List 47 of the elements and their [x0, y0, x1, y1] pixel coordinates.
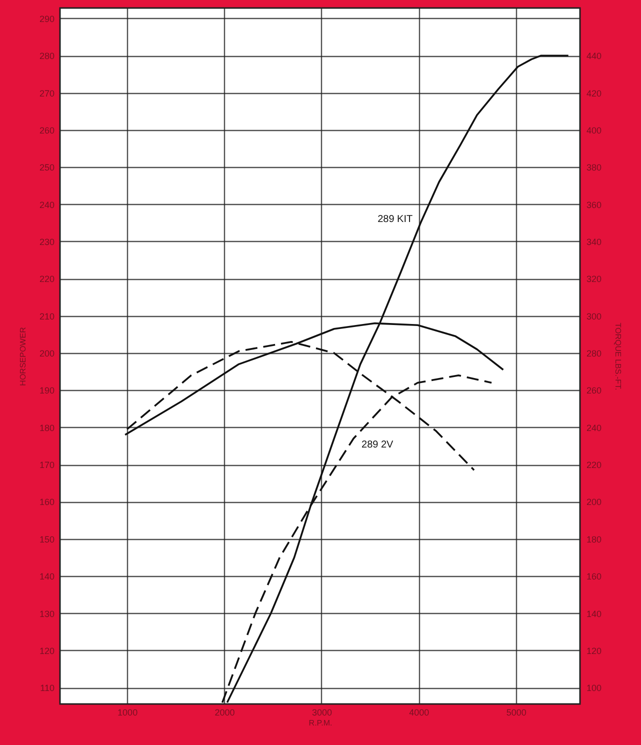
y2-tick-label: 280 [586, 348, 602, 359]
y-tick-label: 230 [39, 236, 54, 247]
y-tick-label: 180 [39, 422, 54, 433]
y2-tick-label: 440 [586, 51, 602, 62]
x-tick-label: 2000 [214, 708, 235, 718]
y-tick-label: 140 [39, 572, 54, 582]
series-label: 289 KIT [378, 214, 413, 225]
y-axis-title: HORSEPOWER [18, 326, 28, 386]
y2-tick-label: 300 [586, 311, 602, 322]
y-tick-label: 130 [39, 608, 54, 619]
y-tick-label: 110 [40, 683, 54, 694]
y-tick-label: 160 [39, 497, 54, 508]
y2-tick-label: 180 [586, 534, 602, 544]
y2-tick-label: 380 [586, 162, 602, 173]
y2-tick-label: 160 [586, 572, 602, 582]
y-tick-label: 270 [39, 88, 54, 98]
y2-axis-title: TORQUE LBS.-FT. [614, 322, 623, 390]
y-tick-label: 250 [39, 162, 54, 173]
y-tick-label: 260 [39, 125, 54, 136]
y-tick-label: 170 [39, 460, 54, 470]
y2-tick-label: 100 [586, 683, 602, 694]
y-tick-label: 210 [39, 311, 54, 322]
y2-tick-label: 360 [586, 200, 602, 210]
y-tick-label: 190 [39, 386, 54, 396]
y2-tick-label: 200 [586, 497, 602, 508]
x-tick-label: 4000 [409, 708, 430, 718]
series-label: 289 2V [362, 440, 394, 451]
y2-tick-label: 320 [586, 274, 602, 284]
y-tick-label: 200 [39, 348, 54, 359]
y2-tick-label: 240 [586, 422, 602, 433]
y2-tick-label: 260 [586, 386, 602, 396]
y2-tick-label: 420 [586, 88, 602, 98]
y-tick-label: 240 [39, 200, 54, 210]
x-tick-label: 5000 [506, 708, 526, 718]
y2-tick-label: 220 [586, 460, 602, 470]
y-tick-label: 120 [39, 646, 54, 656]
y2-tick-label: 140 [586, 608, 602, 619]
y-tick-label: 220 [39, 274, 54, 284]
y-tick-label: 290 [39, 14, 54, 24]
x-axis-title: R.P.M. [308, 718, 332, 728]
y2-tick-label: 340 [586, 236, 602, 247]
y2-tick-label: 400 [586, 125, 602, 136]
y-tick-label: 280 [39, 51, 54, 62]
y2-tick-label: 120 [586, 646, 602, 656]
x-tick-label: 1000 [118, 708, 138, 718]
x-tick-label: 3000 [312, 708, 332, 718]
y-tick-label: 150 [39, 534, 54, 544]
